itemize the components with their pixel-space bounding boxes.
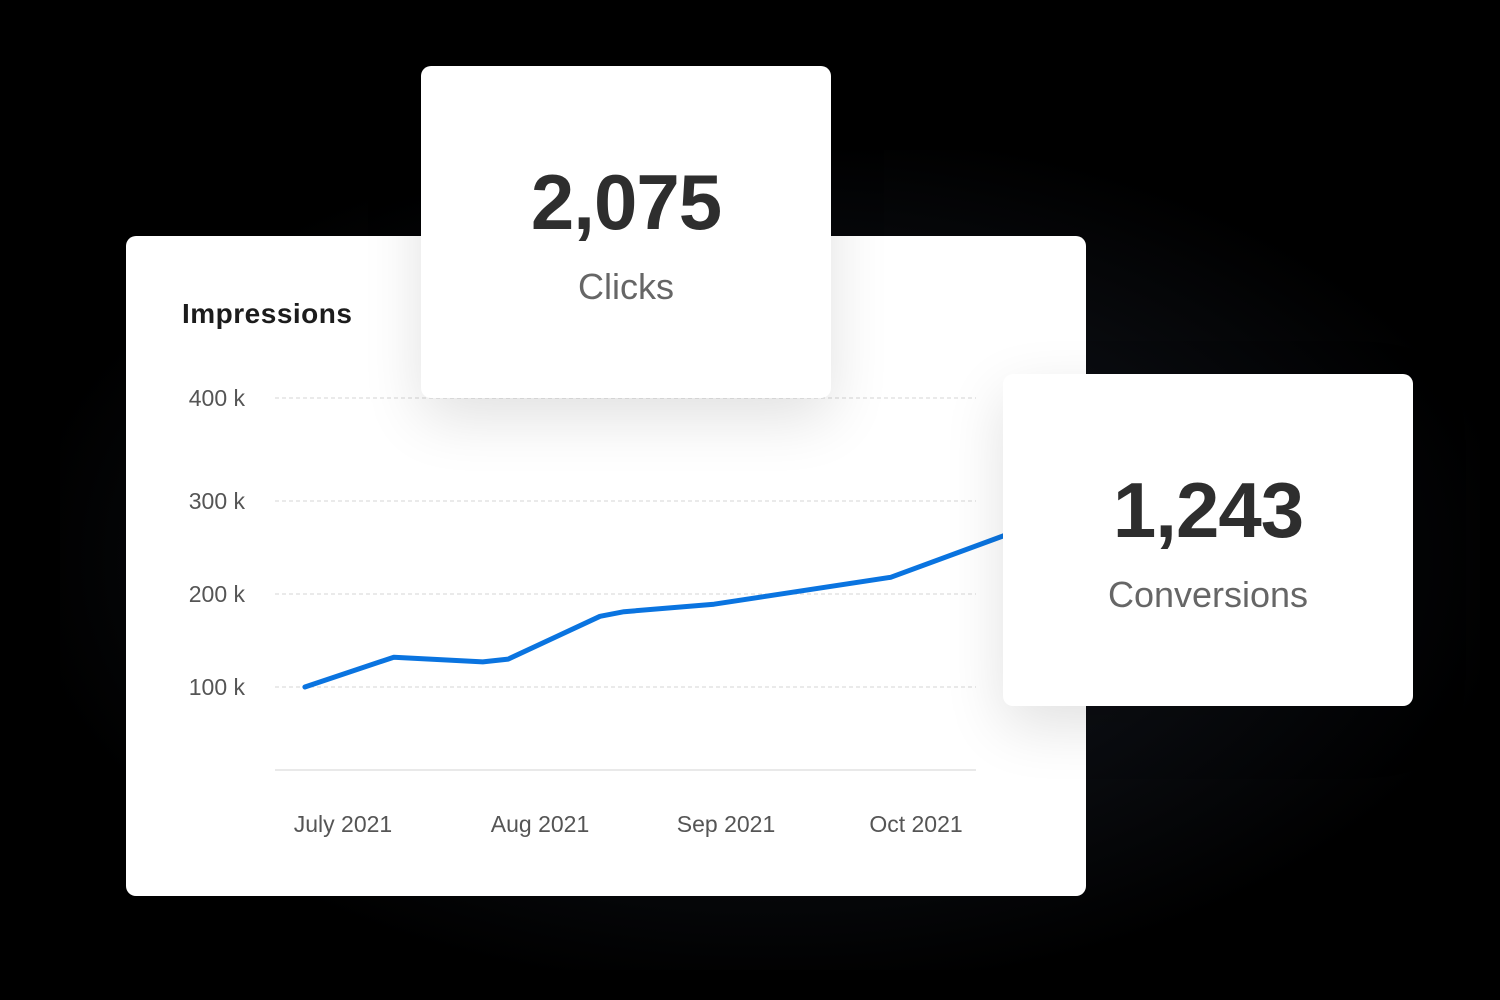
y-tick-label: 200 k	[189, 581, 246, 607]
y-tick-label: 100 k	[189, 674, 246, 700]
y-tick-label: 300 k	[189, 488, 246, 514]
chart-title: Impressions	[182, 298, 353, 329]
clicks-card: 2,075 Clicks	[421, 66, 831, 398]
x-tick-label: Aug 2021	[491, 811, 589, 837]
impressions-chart: 100 k 200 k 300 k 400 k July 2021 Aug 2021 Sep…	[189, 385, 1008, 837]
clicks-label: Clicks	[578, 265, 674, 307]
y-tick-label: 400 k	[189, 385, 246, 411]
clicks-value: 2,075	[530, 157, 722, 246]
impressions-line	[302, 532, 1008, 690]
x-tick-label: Oct 2021	[869, 811, 962, 837]
x-tick-label: July 2021	[294, 811, 392, 837]
conversions-value: 1,243	[1112, 465, 1304, 554]
conversions-label: Conversions	[1107, 573, 1309, 615]
conversions-card: 1,243 Conversions	[1003, 374, 1413, 706]
x-tick-label: Sep 2021	[677, 811, 775, 837]
